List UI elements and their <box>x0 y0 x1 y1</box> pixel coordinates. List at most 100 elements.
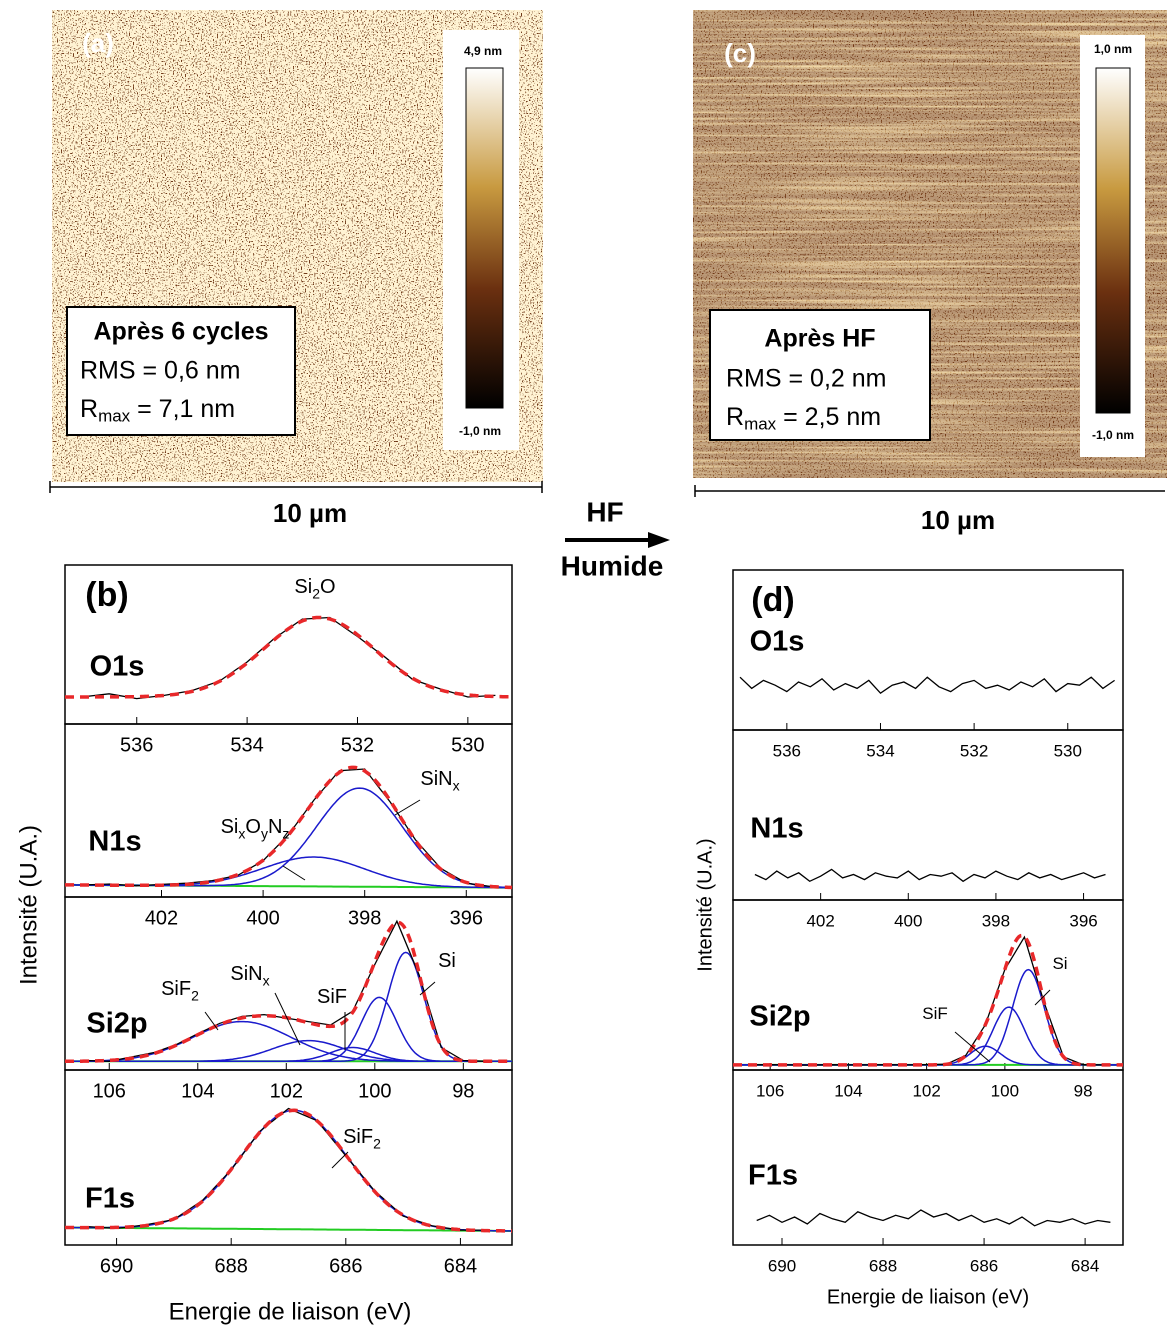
x-tick-label: 104 <box>181 1080 214 1102</box>
x-tick-label: 686 <box>329 1255 362 1277</box>
fit-envelope <box>65 615 512 699</box>
panel-frame <box>64 564 513 725</box>
x-tick-label: 106 <box>93 1080 126 1102</box>
colorbar <box>465 67 504 409</box>
x-tick-label: 684 <box>1071 1256 1099 1275</box>
fit-envelope <box>65 920 512 1064</box>
text-segment: O <box>245 816 261 838</box>
peak-annotation: SiNx <box>420 768 459 793</box>
text-segment: Si <box>1052 954 1067 973</box>
text-segment: SiF <box>161 978 191 1000</box>
info-title: Après HF <box>764 325 875 353</box>
x-tick-label: 690 <box>100 1255 133 1277</box>
component-peak <box>65 1020 512 1063</box>
text-segment: x <box>238 825 245 841</box>
text-segment: SiF <box>317 986 347 1008</box>
core-level-label: O1s <box>750 626 805 658</box>
x-tick-label: 104 <box>834 1081 862 1100</box>
fit-envelope <box>65 1108 512 1233</box>
core-level-label: F1s <box>748 1160 798 1192</box>
text-segment: max <box>744 415 777 434</box>
annotation-leader <box>394 799 421 816</box>
peak-annotation: Si <box>1052 954 1067 973</box>
x-axis-label: Energie de liaison (eV) <box>169 1298 412 1325</box>
x-tick-label: 396 <box>450 907 483 929</box>
core-level-label: N1s <box>88 826 141 858</box>
x-tick-label: 98 <box>1074 1081 1093 1100</box>
info-box <box>709 309 931 441</box>
info-rmax: Rmax = 2,5 nm <box>726 403 881 435</box>
panel-label: (d) <box>751 581 794 619</box>
x-tick-label: 530 <box>451 734 484 756</box>
x-tick-label: 106 <box>756 1081 784 1100</box>
peak-annotation: Si2O <box>294 576 335 601</box>
x-tick-label: 102 <box>270 1080 303 1102</box>
x-tick-label: 396 <box>1069 911 1097 930</box>
x-tick-label: 684 <box>444 1255 477 1277</box>
text-segment: y <box>261 825 268 841</box>
peak-annotation: SiF2 <box>161 978 199 1003</box>
background-line <box>65 1226 512 1232</box>
text-segment: SiF <box>343 1126 373 1148</box>
scale-label: 10 µm <box>273 498 347 528</box>
text-segment: max <box>98 407 131 426</box>
annotation-leader <box>204 1011 219 1031</box>
x-tick-label: 400 <box>894 911 922 930</box>
text-segment: Si <box>221 816 239 838</box>
arrow-label: Humide <box>561 550 664 581</box>
text-segment: SiN <box>420 768 452 790</box>
measured-spectrum <box>754 868 1106 883</box>
x-tick-label: 536 <box>773 741 801 760</box>
measured-spectrum <box>85 768 492 888</box>
text-segment: x <box>453 777 460 793</box>
peak-annotation: SiF <box>922 1004 948 1023</box>
annotation-leader <box>274 992 301 1046</box>
x-tick-label: 534 <box>866 741 894 760</box>
x-tick-label: 686 <box>970 1256 998 1275</box>
annotation-leader <box>1034 989 1051 1006</box>
core-level-label: Si2p <box>749 1001 810 1033</box>
annotation-leader <box>282 865 306 881</box>
core-level-label: Si2p <box>86 1008 147 1040</box>
x-tick-label: 536 <box>120 734 153 756</box>
text-segment: = 7,1 nm <box>130 395 235 423</box>
x-tick-label: 402 <box>806 911 834 930</box>
x-tick-label: 534 <box>230 734 263 756</box>
core-level-label: N1s <box>750 813 803 845</box>
arrow <box>565 532 670 548</box>
x-tick-label: 98 <box>452 1080 474 1102</box>
text-segment: = 2,5 nm <box>776 403 881 431</box>
text-segment: O <box>320 576 336 598</box>
x-tick-label: 688 <box>215 1255 248 1277</box>
panel-label: (a) <box>82 28 114 58</box>
x-tick-label: 532 <box>960 741 988 760</box>
text-segment: x <box>263 972 270 988</box>
panel-frame <box>732 899 1124 1071</box>
info-rmax: Rmax = 7,1 nm <box>80 395 235 427</box>
panel-label: (c) <box>724 38 756 68</box>
colorbar-label: -1,0 nm <box>1092 428 1134 442</box>
info-title: Après 6 cycles <box>93 318 268 346</box>
text-segment: Si <box>294 576 312 598</box>
panel-frame <box>732 1069 1124 1246</box>
panel-label: (b) <box>85 576 128 614</box>
y-axis-label: Intensité (U.A.) <box>694 838 716 971</box>
annotation-leader <box>954 1031 991 1063</box>
core-level-label: O1s <box>90 651 145 683</box>
x-tick-label: 102 <box>912 1081 940 1100</box>
x-tick-label: 402 <box>145 907 178 929</box>
colorbar-label: -1,0 nm <box>459 424 501 438</box>
text-segment: z <box>282 825 289 841</box>
text-segment: N <box>268 816 282 838</box>
text-segment: SiN <box>230 963 262 985</box>
peak-annotation: SiF2 <box>343 1126 381 1151</box>
y-axis-label: Intensité (U.A.) <box>15 825 42 985</box>
fit-envelope <box>733 933 1123 1067</box>
measured-spectrum <box>87 1107 490 1231</box>
scale-bar <box>694 485 1165 497</box>
text-segment: R <box>80 395 98 423</box>
peak-annotation: Si <box>438 950 456 972</box>
x-tick-label: 398 <box>348 907 381 929</box>
